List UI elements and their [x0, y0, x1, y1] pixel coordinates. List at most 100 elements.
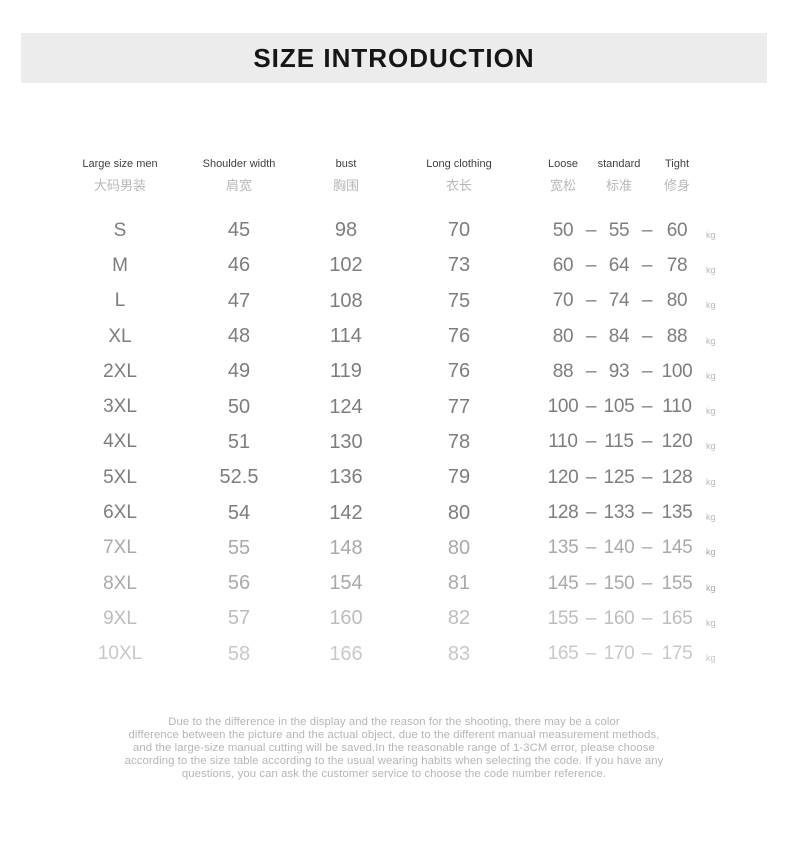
shoulder-value: 56 — [227, 572, 251, 595]
bust-value: 160 — [329, 607, 363, 630]
size-label: L — [114, 290, 126, 312]
dash: – — [585, 431, 597, 453]
length-value: 73 — [447, 254, 471, 277]
length-value: 81 — [447, 572, 471, 595]
dash: – — [585, 466, 597, 488]
length-value: 70 — [447, 219, 471, 242]
col-header-tight-en: Tight — [664, 158, 690, 170]
table-row: 5XL 52.5 136 79 120 – 125 – 128 kg — [60, 460, 728, 495]
table-row: 4XL 51 130 78 110 – 115 – 120 kg — [60, 425, 728, 460]
kg-unit: kg — [706, 300, 716, 311]
dash: – — [585, 537, 597, 559]
shoulder-value: 57 — [227, 607, 251, 630]
tight-weight: 128 — [661, 466, 693, 488]
table-row: 3XL 50 124 77 100 – 105 – 110 kg — [60, 389, 728, 424]
weight-range: 100 – 105 – 110 kg — [524, 396, 728, 418]
size-label: 5XL — [103, 466, 137, 488]
length-value: 77 — [447, 395, 471, 418]
bust-value: 114 — [330, 325, 362, 348]
standard-weight: 140 — [603, 537, 635, 559]
length-value: 78 — [447, 430, 471, 453]
loose-weight: 60 — [552, 254, 574, 276]
table-row: M 46 102 73 60 – 64 – 78 kg — [60, 248, 728, 283]
dash: – — [641, 466, 653, 488]
bust-value: 124 — [329, 395, 363, 418]
kg-unit: kg — [706, 406, 716, 417]
tight-weight: 145 — [661, 537, 693, 559]
col-header-size: Large size men — [60, 150, 180, 171]
tight-weight: 78 — [666, 254, 688, 276]
shoulder-value: 49 — [227, 360, 251, 383]
standard-weight: 170 — [603, 643, 635, 665]
dash: – — [585, 360, 597, 382]
col-header-shoulder: Shoulder width — [180, 150, 298, 171]
dash: – — [585, 325, 597, 347]
dash: – — [585, 572, 597, 594]
tight-weight: 110 — [662, 396, 692, 418]
col-header-tight-zh: 修身 — [663, 178, 690, 193]
col-header-size-zh: 大码男装 — [93, 178, 146, 193]
col-header-bust: bust — [298, 150, 394, 171]
size-label: 2XL — [103, 360, 137, 382]
kg-unit: kg — [706, 512, 716, 523]
bust-value: 166 — [329, 642, 363, 665]
table-row: L 47 108 75 70 – 74 – 80 kg — [60, 284, 728, 319]
dash: – — [641, 360, 653, 382]
table-row: 9XL 57 160 82 155 – 160 – 165 kg — [60, 601, 728, 636]
shoulder-value: 45 — [227, 219, 251, 242]
col-header-weight: Loose standard Tight — [524, 150, 728, 171]
kg-unit: kg — [706, 617, 716, 628]
bust-value: 148 — [329, 536, 363, 559]
standard-weight: 55 — [608, 219, 630, 241]
size-label: 4XL — [103, 431, 137, 453]
shoulder-value: 51 — [227, 430, 251, 453]
col-header-standard-zh: 标准 — [605, 178, 632, 193]
weight-range: 88 – 93 – 100 kg — [524, 361, 728, 383]
loose-weight: 80 — [552, 325, 574, 347]
col-header-loose-zh: 宽松 — [549, 178, 576, 193]
col-header-length-zh-wrap: 衣长 — [394, 171, 524, 195]
dash: – — [641, 643, 653, 665]
dash: – — [585, 607, 597, 629]
standard-weight: 150 — [603, 572, 635, 594]
size-label: XL — [108, 325, 132, 347]
page-title: SIZE INTRODUCTION — [253, 42, 535, 73]
tight-weight: 100 — [661, 360, 693, 382]
tight-weight: 80 — [666, 290, 688, 312]
disclaimer-line: according to the size table according to… — [124, 754, 664, 767]
length-value: 79 — [447, 466, 471, 489]
table-body: S 45 98 70 50 – 55 – 60 kg M 46 102 73 — [60, 213, 728, 672]
table-row: 8XL 56 154 81 145 – 150 – 155 kg — [60, 566, 728, 601]
weight-range: 110 – 115 – 120 kg — [524, 431, 728, 453]
size-label: 10XL — [97, 643, 143, 665]
weight-range: 145 – 150 – 155 kg — [524, 573, 728, 595]
standard-weight: 115 — [604, 431, 634, 453]
length-value: 80 — [447, 501, 471, 524]
table-row: 7XL 55 148 80 135 – 140 – 145 kg — [60, 531, 728, 566]
loose-weight: 135 — [547, 537, 579, 559]
table-row: 6XL 54 142 80 128 – 133 – 135 kg — [60, 495, 728, 530]
dash: – — [641, 396, 653, 418]
weight-range: 60 – 64 – 78 kg — [524, 255, 728, 277]
disclaimer-line: Due to the difference in the display and… — [168, 716, 620, 728]
bust-value: 98 — [334, 219, 358, 242]
shoulder-value: 48 — [227, 325, 251, 348]
dash: – — [641, 431, 653, 453]
size-label: 6XL — [103, 502, 137, 524]
weight-range: 165 – 170 – 175 kg — [524, 643, 728, 665]
shoulder-value: 47 — [227, 289, 251, 312]
size-table: Large size men Shoulder width bust Long … — [60, 150, 728, 672]
loose-weight: 165 — [547, 643, 579, 665]
col-header-length: Long clothing — [394, 150, 524, 171]
disclaimer-line: and the large-size manual cutting will b… — [133, 741, 655, 754]
dash: – — [641, 502, 653, 524]
size-label: 9XL — [103, 607, 137, 629]
weight-range: 128 – 133 – 135 kg — [524, 502, 728, 524]
kg-unit: kg — [706, 582, 716, 593]
table-row: 2XL 49 119 76 88 – 93 – 100 kg — [60, 354, 728, 389]
kg-unit: kg — [706, 335, 716, 346]
loose-weight: 128 — [547, 502, 579, 524]
col-header-shoulder-zh: 肩宽 — [225, 178, 252, 193]
col-header-length-zh: 衣长 — [445, 178, 472, 193]
weight-range: 70 – 74 – 80 kg — [524, 290, 728, 312]
